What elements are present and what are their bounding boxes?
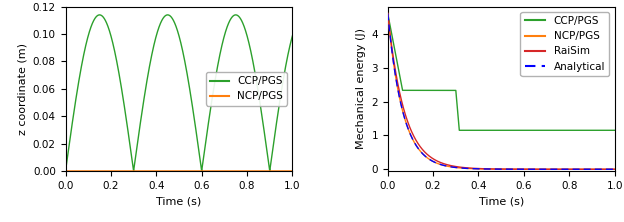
Y-axis label: z coordinate (m): z coordinate (m) — [17, 43, 27, 135]
X-axis label: Time (s): Time (s) — [157, 196, 202, 206]
Legend: CCP/PGS, NCP/PGS: CCP/PGS, NCP/PGS — [206, 72, 287, 106]
Y-axis label: Mechanical energy (J): Mechanical energy (J) — [356, 28, 366, 149]
X-axis label: Time (s): Time (s) — [479, 196, 524, 206]
Legend: CCP/PGS, NCP/PGS, RaiSim, Analytical: CCP/PGS, NCP/PGS, RaiSim, Analytical — [520, 12, 610, 76]
